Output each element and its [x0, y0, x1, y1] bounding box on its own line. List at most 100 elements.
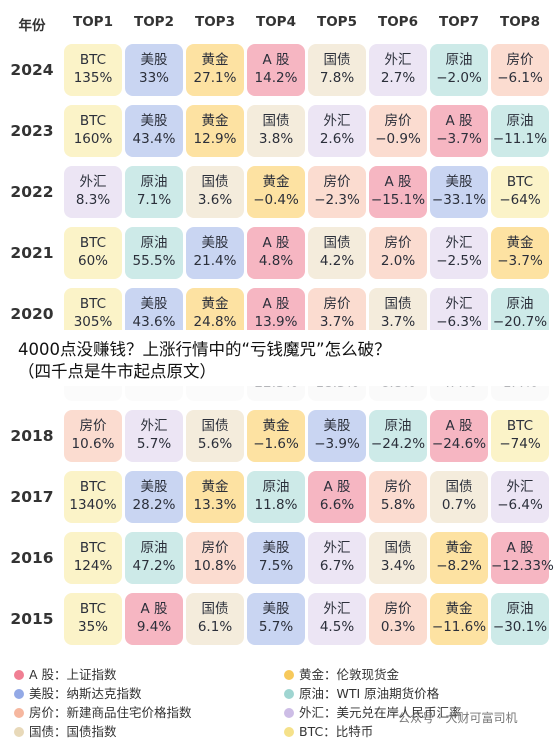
- legend-label: BTC：比特币: [299, 724, 374, 739]
- return-value: −64%: [499, 192, 541, 208]
- asset-name: A 股: [323, 479, 351, 495]
- rank-header: TOP6: [378, 14, 418, 30]
- return-value: −11.6%: [431, 619, 487, 635]
- legend-item: 外汇：美元兑在岸人民币汇率: [284, 705, 462, 721]
- legend-item: 黄金：伦敦现货金: [284, 667, 399, 683]
- return-value: 60%: [77, 253, 108, 269]
- return-value: 0.3%: [380, 619, 416, 635]
- return-cell: 美股 21.4%: [186, 227, 244, 279]
- asset-name: BTC: [506, 174, 534, 190]
- return-value: −74%: [499, 436, 541, 452]
- asset-name: 美股: [262, 540, 290, 556]
- return-cell: 外汇 2.6%: [308, 105, 366, 157]
- return-cell: 房价 5.8%: [369, 471, 427, 523]
- legend-label: A 股：上证指数: [29, 667, 117, 682]
- return-value: −2.5%: [436, 253, 482, 269]
- return-value: −24.2%: [370, 436, 426, 452]
- legend-label: 黄金：伦敦现货金: [299, 667, 400, 682]
- return-cell: A 股 −15.1%: [369, 166, 427, 218]
- legend-item: 房价：新建商品住宅价格指数: [14, 705, 192, 721]
- return-value: 3.8%: [258, 131, 294, 147]
- return-cell: 美股 −3.9%: [308, 410, 366, 462]
- asset-name: 房价: [384, 235, 412, 251]
- return-value: −6.1%: [497, 70, 543, 86]
- asset-name: BTC: [79, 235, 107, 251]
- asset-name: BTC: [79, 540, 107, 556]
- asset-name: 外汇: [323, 601, 351, 617]
- return-cell: 国债 6.1%: [186, 593, 244, 645]
- return-cell: 原油 −11.1%: [491, 105, 549, 157]
- return-value: 3.6%: [197, 192, 233, 208]
- return-value: 124%: [73, 558, 113, 574]
- rank-header: TOP5: [317, 14, 357, 30]
- asset-name: 国债: [323, 52, 351, 68]
- asset-name: 黄金: [201, 52, 229, 68]
- return-cell: BTC 135%: [64, 44, 122, 96]
- return-value: 28.2%: [132, 497, 176, 513]
- return-value: 4.2%: [319, 253, 355, 269]
- return-cell: 房价 2.0%: [369, 227, 427, 279]
- return-value: 27.1%: [193, 70, 237, 86]
- asset-name: 房价: [79, 418, 107, 434]
- return-value: 5.8%: [380, 497, 416, 513]
- return-value: 5.7%: [258, 619, 294, 635]
- asset-name: A 股: [262, 296, 290, 312]
- legend-label: 外汇：美元兑在岸人民币汇率: [299, 705, 462, 720]
- legend-item: BTC：比特币: [284, 724, 373, 740]
- return-cell: 黄金 −8.2%: [430, 532, 488, 584]
- overlay-title-line1[interactable]: 4000点没赚钱？上涨行情中的“亏钱魔咒”怎么破？: [18, 340, 391, 359]
- asset-name: A 股: [384, 174, 412, 190]
- asset-name: 黄金: [445, 601, 473, 617]
- asset-name: 外汇: [323, 113, 351, 129]
- return-value: 35%: [77, 619, 108, 635]
- asset-name: 房价: [201, 540, 229, 556]
- legend-item: A 股：上证指数: [14, 667, 117, 683]
- return-cell: 外汇 −2.5%: [430, 227, 488, 279]
- legend-dot-icon: [284, 689, 294, 699]
- asset-name: BTC: [79, 113, 107, 129]
- legend-label: 国债：国债指数: [29, 724, 117, 739]
- return-cell: BTC 35%: [64, 593, 122, 645]
- legend-label: 房价：新建商品住宅价格指数: [29, 705, 192, 720]
- asset-name: A 股: [140, 601, 168, 617]
- return-value: 47.2%: [132, 558, 176, 574]
- asset-name: 原油: [506, 296, 534, 312]
- asset-name: 国债: [445, 479, 473, 495]
- return-cell: 房价 10.8%: [186, 532, 244, 584]
- asset-name: 原油: [384, 418, 412, 434]
- return-value: 6.6%: [319, 497, 355, 513]
- year-label: 2020: [10, 305, 54, 323]
- return-value: 3.7%: [319, 314, 355, 330]
- return-cell: 美股 28.2%: [125, 471, 183, 523]
- return-cell: 外汇 6.7%: [308, 532, 366, 584]
- asset-name: 美股: [140, 113, 168, 129]
- return-cell: 外汇 5.7%: [125, 410, 183, 462]
- asset-name: 黄金: [445, 540, 473, 556]
- return-value: 43.6%: [132, 314, 176, 330]
- asset-name: 原油: [506, 113, 534, 129]
- rank-header: TOP7: [439, 14, 479, 30]
- return-cell: 国债 3.8%: [247, 105, 305, 157]
- asset-name: 国债: [262, 113, 290, 129]
- asset-name: 国债: [384, 540, 412, 556]
- asset-name: 原油: [140, 174, 168, 190]
- asset-name: A 股: [445, 113, 473, 129]
- return-cell: 房价 −2.3%: [308, 166, 366, 218]
- rank-header: TOP3: [195, 14, 235, 30]
- return-value: 135%: [73, 70, 113, 86]
- asset-name: BTC: [79, 296, 107, 312]
- rank-header: TOP8: [500, 14, 540, 30]
- return-value: 3.7%: [380, 314, 416, 330]
- return-cell: 国债 3.4%: [369, 532, 427, 584]
- return-value: −12.33%: [491, 558, 554, 574]
- asset-name: 国债: [201, 174, 229, 190]
- return-cell: 黄金 −1.6%: [247, 410, 305, 462]
- return-cell: 黄金 13.3%: [186, 471, 244, 523]
- overlay-title-line2[interactable]: （四千点是牛市起点原文）: [18, 362, 216, 381]
- return-value: 3.4%: [380, 558, 416, 574]
- asset-name: 美股: [140, 52, 168, 68]
- return-cell: 外汇 4.5%: [308, 593, 366, 645]
- return-cell: BTC 124%: [64, 532, 122, 584]
- return-cell: 房价 10.6%: [64, 410, 122, 462]
- return-value: −15.1%: [370, 192, 426, 208]
